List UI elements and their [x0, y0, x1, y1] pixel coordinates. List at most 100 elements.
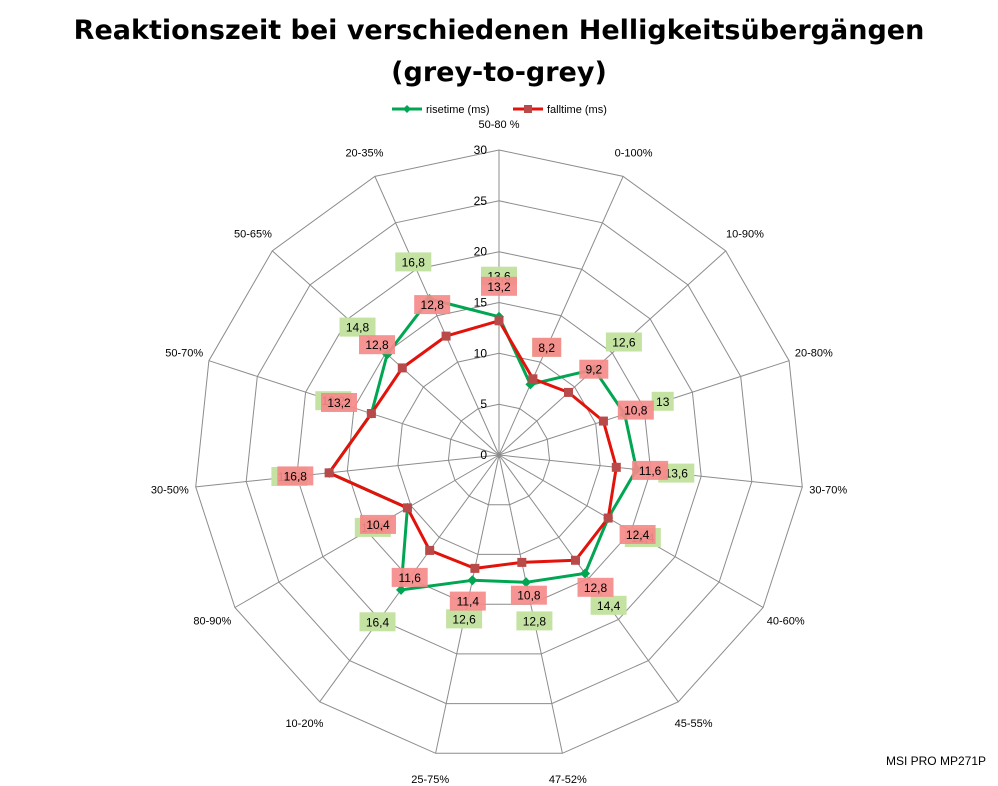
category-label: 47-52% — [549, 774, 587, 786]
legend: risetime (ms) falltime (ms) — [392, 104, 607, 116]
grid-ring — [245, 200, 753, 705]
series-marker-square — [570, 555, 580, 565]
monitor-model-caption: MSI PRO MP271P — [885, 754, 986, 768]
series-line — [327, 297, 638, 592]
data-label-box — [577, 577, 614, 597]
grid-ring — [195, 149, 803, 754]
series-marker-square — [598, 416, 608, 426]
series-marker-square — [603, 513, 613, 523]
data-label: 12,6 — [452, 612, 476, 626]
category-label: 25-75% — [411, 774, 449, 786]
data-label: 12,4 — [626, 528, 650, 542]
data-label: 13,2 — [327, 396, 351, 410]
series-marker-square — [425, 545, 435, 555]
data-label: 9,2 — [585, 363, 602, 377]
series-marker-square — [528, 374, 538, 384]
radial-tick-label: 5 — [480, 397, 487, 411]
data-label-box — [510, 585, 547, 605]
data-label: 13,2 — [487, 280, 511, 294]
category-label: 50-70% — [165, 348, 203, 360]
data-label: 10,8 — [624, 404, 648, 418]
data-label-box — [632, 460, 669, 480]
radial-tick-label: 25 — [474, 194, 488, 208]
legend-label: risetime (ms) — [426, 104, 490, 116]
series-marker-square — [564, 387, 574, 397]
category-label: 10-90% — [726, 229, 764, 241]
series-marker-square — [611, 462, 621, 472]
chart-title-line-1: Reaktionszeit bei verschiedenen Helligke… — [73, 15, 925, 46]
data-label: 16,4 — [366, 615, 390, 629]
data-label-box — [516, 611, 553, 631]
data-label: 11,4 — [457, 595, 480, 609]
data-label-box — [590, 595, 627, 615]
data-label: 11,6 — [398, 571, 421, 585]
series-line — [327, 319, 618, 570]
category-label: 40-60% — [767, 616, 805, 628]
legend-label: falltime (ms) — [547, 104, 607, 116]
category-label: 80-90% — [193, 616, 231, 628]
data-label-box — [359, 612, 396, 632]
series-marker-diamond — [580, 568, 591, 579]
radial-tick-label: 30 — [474, 143, 488, 157]
data-label: 13 — [656, 395, 670, 409]
data-label-box — [579, 359, 609, 379]
data-label: 12,8 — [421, 298, 445, 312]
grid-spoke — [498, 250, 727, 456]
series-marker-square — [441, 331, 451, 341]
series-marker-diamond — [521, 577, 532, 588]
data-label-box — [619, 525, 656, 544]
category-label: 20-35% — [345, 148, 383, 160]
category-label: 30-50% — [151, 485, 189, 497]
radial-tick-label: 10 — [474, 346, 488, 360]
data-label-box — [321, 393, 357, 412]
series-marker-square — [366, 409, 376, 419]
series-marker-square — [470, 563, 480, 573]
legend-marker — [524, 105, 532, 113]
radial-tick-label: 15 — [474, 296, 488, 310]
grid-spoke — [374, 176, 500, 456]
category-label: 10-20% — [285, 718, 323, 730]
data-label-box — [532, 337, 562, 357]
series-marker-diamond — [395, 584, 406, 595]
data-label: 14,4 — [597, 599, 621, 613]
category-label: 30-70% — [809, 485, 847, 497]
data-label: 16,8 — [284, 469, 308, 483]
data-label: 13,6 — [665, 467, 689, 481]
radial-tick-labels: 0 5 10 15 20 25 30 — [474, 143, 488, 462]
data-label: 12,8 — [523, 614, 547, 628]
series-marker-square — [494, 316, 504, 326]
data-label: 11,6 — [639, 464, 662, 478]
data-label-box — [414, 295, 451, 315]
data-label-box — [446, 609, 483, 629]
grid-spoke — [195, 454, 500, 488]
data-label-box — [449, 591, 486, 611]
series-marker-square — [324, 468, 334, 478]
data-labels: 13,67,612,61313,612,414,412,812,616,410,… — [271, 252, 695, 632]
data-label-box — [359, 335, 395, 355]
chart-title: Reaktionszeit bei verschiedenen Helligke… — [0, 10, 998, 94]
data-label-box — [617, 400, 654, 420]
data-label-box — [339, 317, 376, 337]
grid-ring — [346, 301, 652, 605]
category-label: 50-80 % — [479, 119, 520, 131]
data-label: 8,2 — [538, 341, 555, 355]
grid-ring — [447, 403, 551, 506]
chart-title-line-2: (grey-to-grey) — [391, 57, 607, 88]
data-label: 12,8 — [584, 581, 608, 595]
radar-grid — [195, 149, 803, 754]
category-label: 50-65% — [234, 229, 272, 241]
data-label-box — [277, 466, 314, 486]
data-label-box — [651, 391, 674, 411]
data-label-box — [391, 567, 428, 587]
series-marker-square — [402, 503, 412, 513]
radial-tick-label: 0 — [480, 448, 487, 462]
data-label-box — [395, 252, 432, 272]
data-label: 12,6 — [612, 336, 636, 350]
data-label-box — [481, 276, 517, 296]
data-label-box — [605, 332, 642, 352]
data-label: 16,8 — [402, 255, 426, 269]
data-label-box — [360, 514, 396, 534]
radial-tick-label: 20 — [474, 245, 488, 259]
data-label: 10,4 — [366, 518, 390, 532]
